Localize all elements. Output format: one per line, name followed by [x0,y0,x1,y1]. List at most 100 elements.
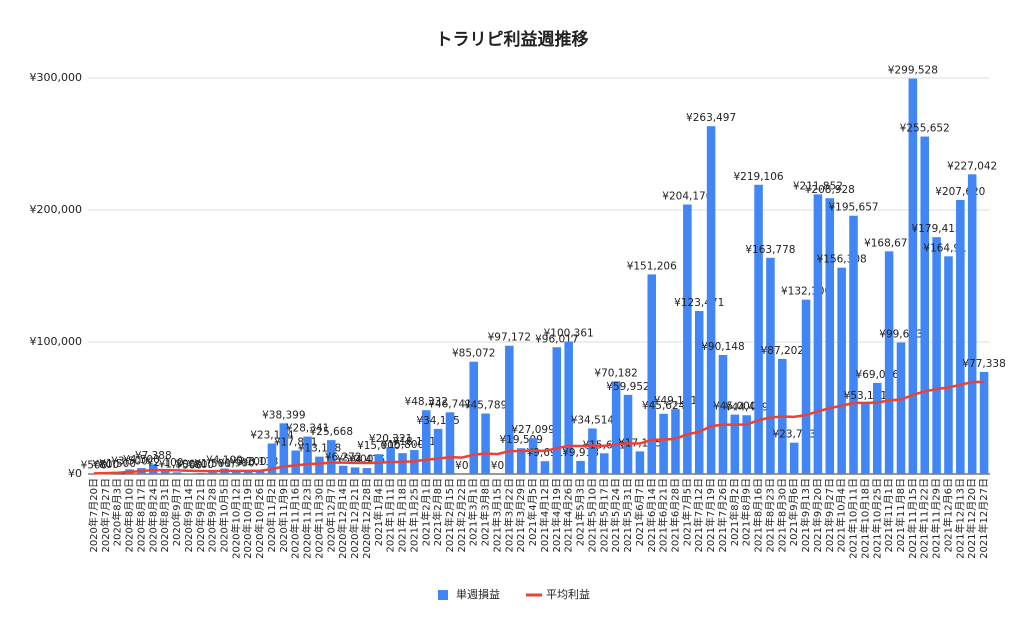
data-label: ¥70,182 [594,367,637,379]
x-tick-label: 2021年11月29日 [930,478,943,559]
data-label: ¥77,338 [962,358,1005,370]
data-label: ¥132,100 [781,286,831,298]
x-tick-label: 2021年8月9日 [740,478,753,546]
data-label: ¥100,361 [544,328,594,340]
data-label: ¥255,652 [900,123,950,135]
x-tick-label: 2021年11月8日 [894,478,907,553]
x-tick-label: 2021年9月20日 [811,478,824,553]
x-tick-label: 2020年11月23日 [301,478,314,559]
bar [742,415,751,474]
x-tick-label: 2021年10月18日 [858,478,871,559]
bar [208,472,217,474]
data-label: ¥46,741 [428,398,471,410]
data-label: ¥48,332 [405,396,448,408]
data-label: ¥20,321 [369,433,412,445]
bar [635,451,645,474]
x-tick-label: 2021年1月18日 [396,478,409,553]
bar [160,471,170,474]
data-label: ¥1,900 [218,457,255,469]
data-label: ¥211,852 [793,180,843,192]
bar [706,126,716,474]
bar [232,471,241,474]
bar [362,468,372,474]
data-label: ¥1,500 [194,458,231,470]
x-tick-label: 2020年8月17日 [134,478,147,553]
x-tick-label: 2021年4月5日 [526,478,539,546]
x-tick-label: 2020年11月16日 [289,478,302,559]
data-label: ¥0 [455,460,468,472]
data-label: ¥168,671 [864,237,914,249]
bar [184,473,194,474]
data-label: ¥45,789 [464,400,507,412]
bar [338,465,348,474]
data-label: ¥1,300 [159,458,196,470]
x-tick-label: 2021年5月10日 [585,478,598,553]
bar [267,443,277,474]
x-tick-label: 2020年12月14日 [336,478,349,559]
bar [291,450,300,474]
y-tick-label: ¥0 [68,467,82,480]
x-tick-label: 2021年3月8日 [479,478,492,546]
x-tick-label: 2020年9月14日 [182,478,195,553]
x-tick-label: 2020年12月7日 [324,478,337,553]
x-tick-label: 2021年6月28日 [668,478,681,553]
x-tick-label: 2021年8月23日 [763,478,776,553]
bar [89,473,99,474]
x-tick-label: 2021年6月21日 [657,478,670,553]
data-label: ¥97,172 [488,332,531,344]
x-tick-label: 2021年3月29日 [514,478,527,553]
x-tick-label: 2020年8月24日 [146,478,159,553]
x-tick-label: 2021年4月26日 [562,478,575,553]
bar [469,361,478,474]
bar [967,174,977,474]
bar [421,410,431,474]
bar [172,472,182,474]
x-tick-label: 2021年10月11日 [847,478,860,559]
x-tick-label: 2021年2月15日 [443,478,456,553]
data-label: ¥4,100 [206,455,243,467]
data-label: ¥1,500 [99,458,136,470]
line [93,380,985,475]
bar [279,423,289,474]
data-label: ¥219,106 [734,171,784,183]
x-tick-label: 2021年4月19日 [550,478,563,553]
bar [718,355,728,474]
x-tick-label: 2021年1月25日 [407,478,420,553]
bar [398,453,407,474]
x-tick-label: 2021年11月15日 [906,478,919,559]
bar [694,311,704,474]
bar [861,403,870,474]
data-label: ¥123,471 [674,297,724,309]
bar [825,198,835,475]
bar [516,448,526,474]
x-tick-label: 2021年9月6日 [787,478,800,546]
x-tick-label: 2021年3月1日 [467,478,480,546]
x-tick-label: 2020年8月31日 [158,478,171,553]
bar [623,394,633,474]
data-label: ¥3,100 [230,456,267,468]
data-label: ¥500 [176,459,203,471]
bar [789,442,799,474]
bar [932,237,941,474]
x-tick-label: 2020年11月30日 [312,478,325,559]
bar [884,251,894,474]
y-tick-label: ¥300,000 [30,71,83,84]
x-tick-label: 2020年9月28日 [206,478,219,553]
data-label: ¥6,272 [325,452,362,464]
x-tick-label: 2020年12月21日 [348,478,361,559]
x-tick-label: 2020年11月9日 [277,478,290,553]
bar [956,199,965,475]
bar [766,257,775,474]
bar [801,299,811,474]
data-label: ¥800 [187,459,214,471]
bar [576,460,585,474]
data-label: ¥263,497 [686,112,736,124]
bar [730,414,740,474]
x-tick-label: 2020年7月27日 [99,478,112,553]
data-label: ¥227,042 [947,160,997,172]
data-label: ¥299,528 [888,65,938,77]
bar [327,440,336,474]
x-tick-label: 2021年12月20日 [965,478,978,559]
data-label: ¥90,148 [701,341,744,353]
data-label: ¥208,928 [805,184,855,196]
